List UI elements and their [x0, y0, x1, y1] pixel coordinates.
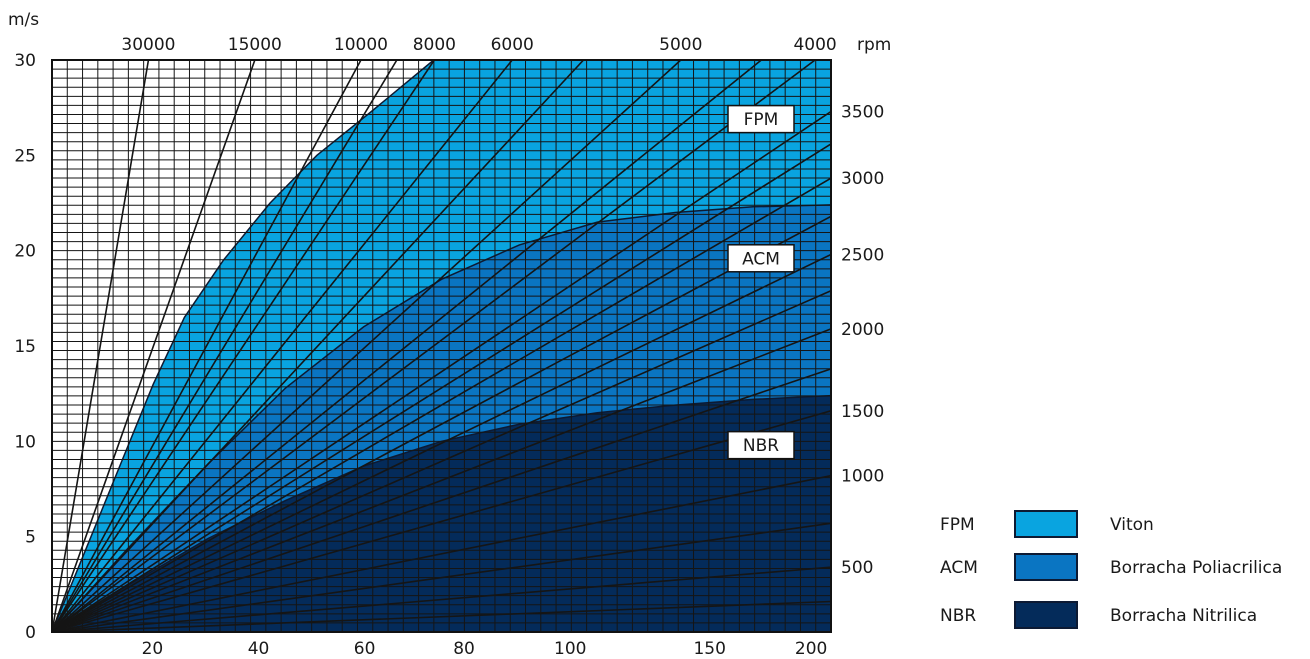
x-tick-label: 200 [795, 639, 827, 659]
legend-row-fpm: FPM Viton [940, 510, 1310, 540]
rpm-line [52, 60, 398, 632]
y-tick-label: 15 [14, 337, 36, 357]
rpm-line [52, 60, 256, 632]
top-rpm-label: 6000 [491, 35, 534, 55]
legend-swatch-fpm [1014, 510, 1078, 538]
right-rpm-label: 500 [841, 558, 873, 578]
top-rpm-label: 15000 [228, 35, 282, 55]
top-rpm-label: 8000 [413, 35, 456, 55]
right-rpm-label: 1500 [841, 402, 884, 422]
right-rpm-label: 1000 [841, 467, 884, 487]
rpm-line [52, 60, 762, 632]
rpm-line [52, 60, 150, 632]
rpm-line [52, 60, 362, 632]
rpm-line [52, 474, 831, 632]
legend-code: FPM [940, 515, 975, 535]
legend-swatch-acm [1014, 553, 1078, 581]
x-tick-label: 150 [693, 639, 725, 659]
legend-row-nbr: NBR Borracha Nitrilica [940, 601, 1310, 631]
legend-code: NBR [940, 606, 977, 626]
rpm-line [52, 110, 831, 632]
legend-swatch-nbr [1014, 601, 1078, 629]
rpm-line [52, 368, 831, 632]
legend-code: ACM [940, 558, 978, 578]
rpm-line [52, 60, 513, 632]
region-label-box [727, 104, 795, 134]
right-rpm-label: 3000 [841, 169, 884, 189]
y-tick-label: 0 [25, 623, 36, 643]
x-tick-label: 20 [142, 639, 164, 659]
region-label-box [727, 244, 795, 273]
legend-name: Borracha Nitrilica [1110, 606, 1258, 626]
x-tick-label: 80 [453, 639, 475, 659]
rpm-line [52, 600, 831, 632]
y-tick-label: 25 [14, 146, 36, 166]
rpm-line [52, 253, 831, 632]
rpm-line [52, 60, 585, 632]
y-tick-label: 20 [14, 242, 36, 262]
plot-border [51, 59, 832, 633]
x-tick-label: 40 [248, 639, 270, 659]
right-rpm-label: 2000 [841, 320, 884, 340]
legend: FPM Viton ACM Borracha Poliacrilica NBR … [940, 505, 1310, 655]
top-rpm-label: 5000 [659, 35, 702, 55]
rpm-line [52, 60, 435, 632]
region-label-fpm: FPM [744, 110, 779, 130]
rpm-line [52, 566, 831, 632]
rpm-line [52, 60, 816, 632]
region-label-acm: ACM [742, 249, 780, 269]
top-rpm-label: 4000 [793, 35, 836, 55]
right-rpm-label: 3500 [841, 102, 884, 122]
y-tick-label: 5 [25, 528, 36, 548]
region-label-nbr: NBR [743, 436, 779, 456]
region-label-box [727, 430, 795, 460]
top-rpm-label: 30000 [121, 35, 175, 55]
y-tick-label: 10 [14, 432, 36, 452]
rpm-line [52, 177, 831, 632]
legend-name: Viton [1110, 515, 1154, 535]
y-axis-label: m/s [8, 10, 39, 30]
rpm-line [52, 410, 831, 632]
rpm-line [52, 328, 831, 632]
top-axis-unit-label: rpm [857, 35, 891, 55]
rpm-line [52, 215, 831, 632]
rpm-line [52, 143, 831, 632]
y-tick-label: 30 [14, 51, 36, 71]
rpm-line [52, 289, 831, 632]
legend-name: Borracha Poliacrilica [1110, 558, 1283, 578]
x-tick-label: 100 [554, 639, 586, 659]
legend-row-acm: ACM Borracha Poliacrilica [940, 553, 1310, 583]
rpm-line [52, 522, 831, 632]
right-rpm-label: 2500 [841, 245, 884, 265]
top-rpm-label: 10000 [334, 35, 388, 55]
x-tick-label: 60 [354, 639, 376, 659]
rpm-line [52, 60, 682, 632]
